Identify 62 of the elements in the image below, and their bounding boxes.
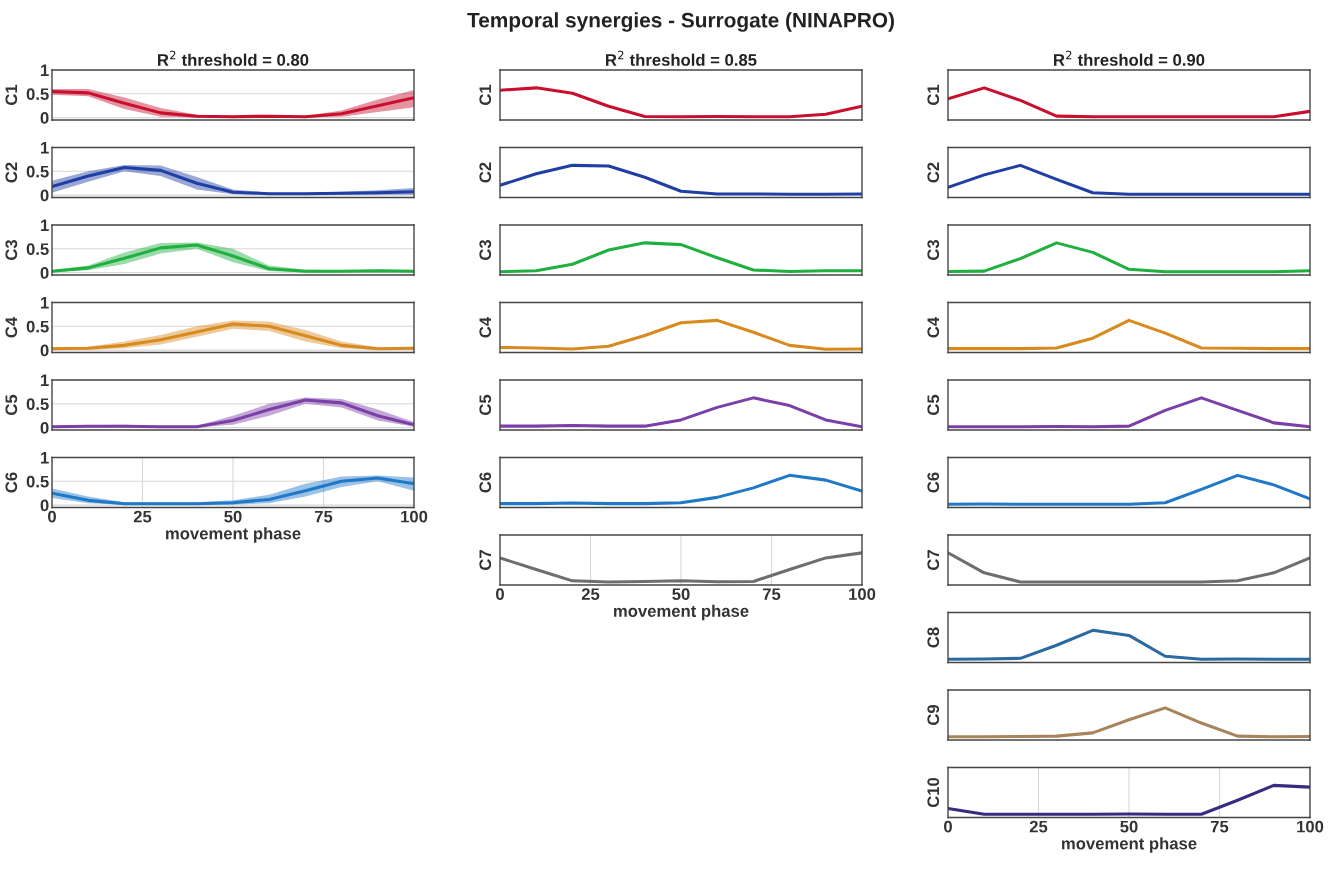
y-tick-label: 1 (41, 219, 49, 232)
y-axis-title: C5 (479, 394, 492, 415)
y-axis-title: C10 (927, 777, 940, 808)
x-axis-title: movement phase (614, 604, 749, 621)
y-axis-title: C2 (5, 162, 18, 183)
y-tick-label: 1 (41, 142, 49, 154)
x-tick-label: 50 (224, 510, 242, 523)
chart-title: Temporal synergies - Surrogate (NINAPRO) (467, 12, 894, 32)
y-axis-title: C6 (479, 472, 492, 493)
chart-title: R$^{2}$ threshold = 0.90 (1054, 50, 1205, 66)
y-axis-title: C4 (479, 316, 492, 338)
y-tick-label: 0 (40, 267, 49, 279)
x-tick-label: 100 (849, 588, 876, 601)
y-axis-title: C2 (479, 162, 492, 183)
x-axis-title: movement phase (166, 527, 301, 543)
y-axis-title: C2 (927, 162, 940, 183)
y-tick-label: 0.5 (26, 165, 49, 178)
y-tick-label: 0.5 (26, 320, 49, 333)
y-tick-label: 1 (41, 452, 49, 464)
x-tick-label: 75 (1210, 820, 1229, 833)
x-axis-title: movement phase (1062, 837, 1197, 853)
y-axis-title: C5 (5, 394, 18, 415)
y-axis-title: C7 (479, 550, 492, 570)
x-tick-label: 100 (401, 510, 428, 523)
y-axis-title: C1 (479, 84, 492, 105)
x-tick-label: 0 (944, 820, 952, 833)
y-tick-label: 0.5 (26, 398, 49, 411)
y-tick-label: 0.5 (26, 243, 49, 256)
x-tick-label: 25 (581, 588, 600, 601)
chart-subtitle: R$^{2}$ threshold = 0.85 (606, 50, 757, 66)
x-tick-label: 50 (1120, 820, 1138, 833)
x-tick-label: 0 (496, 588, 504, 601)
y-tick-label: 0 (40, 344, 49, 357)
y-axis-title: C4 (927, 316, 940, 338)
x-tick-label: 75 (762, 588, 781, 601)
y-axis-title: C7 (927, 550, 940, 570)
y-axis-title: C6 (5, 472, 18, 493)
y-tick-label: 0 (40, 189, 49, 202)
x-tick-label: 75 (314, 510, 333, 523)
y-axis-title: C3 (927, 239, 940, 260)
y-tick-label: 1 (41, 64, 49, 77)
y-axis-title: C3 (479, 239, 492, 260)
y-axis-title: C1 (5, 84, 18, 105)
y-tick-label: 1 (41, 374, 49, 387)
y-tick-label: 0.5 (26, 88, 49, 101)
y-tick-label: 0.5 (26, 475, 49, 488)
y-axis-title: C9 (927, 704, 940, 725)
y-axis-title: C8 (927, 627, 940, 648)
y-tick-label: 1 (41, 297, 49, 309)
x-tick-label: 25 (133, 510, 152, 523)
x-tick-label: 50 (672, 588, 690, 601)
x-tick-label: 25 (1029, 820, 1048, 833)
y-axis-title: C1 (927, 84, 940, 105)
y-axis-title: C6 (927, 472, 940, 493)
y-axis-title: C4 (5, 316, 18, 338)
chart-title: R$^{2}$ threshold = 0.80 (158, 50, 309, 66)
y-axis-title: C3 (5, 239, 18, 260)
y-axis-title: C5 (927, 394, 940, 415)
x-tick-label: 100 (1297, 820, 1324, 833)
y-tick-label: 0 (40, 422, 49, 434)
y-tick-label: 0 (40, 499, 49, 512)
y-tick-label: 0 (40, 112, 49, 124)
